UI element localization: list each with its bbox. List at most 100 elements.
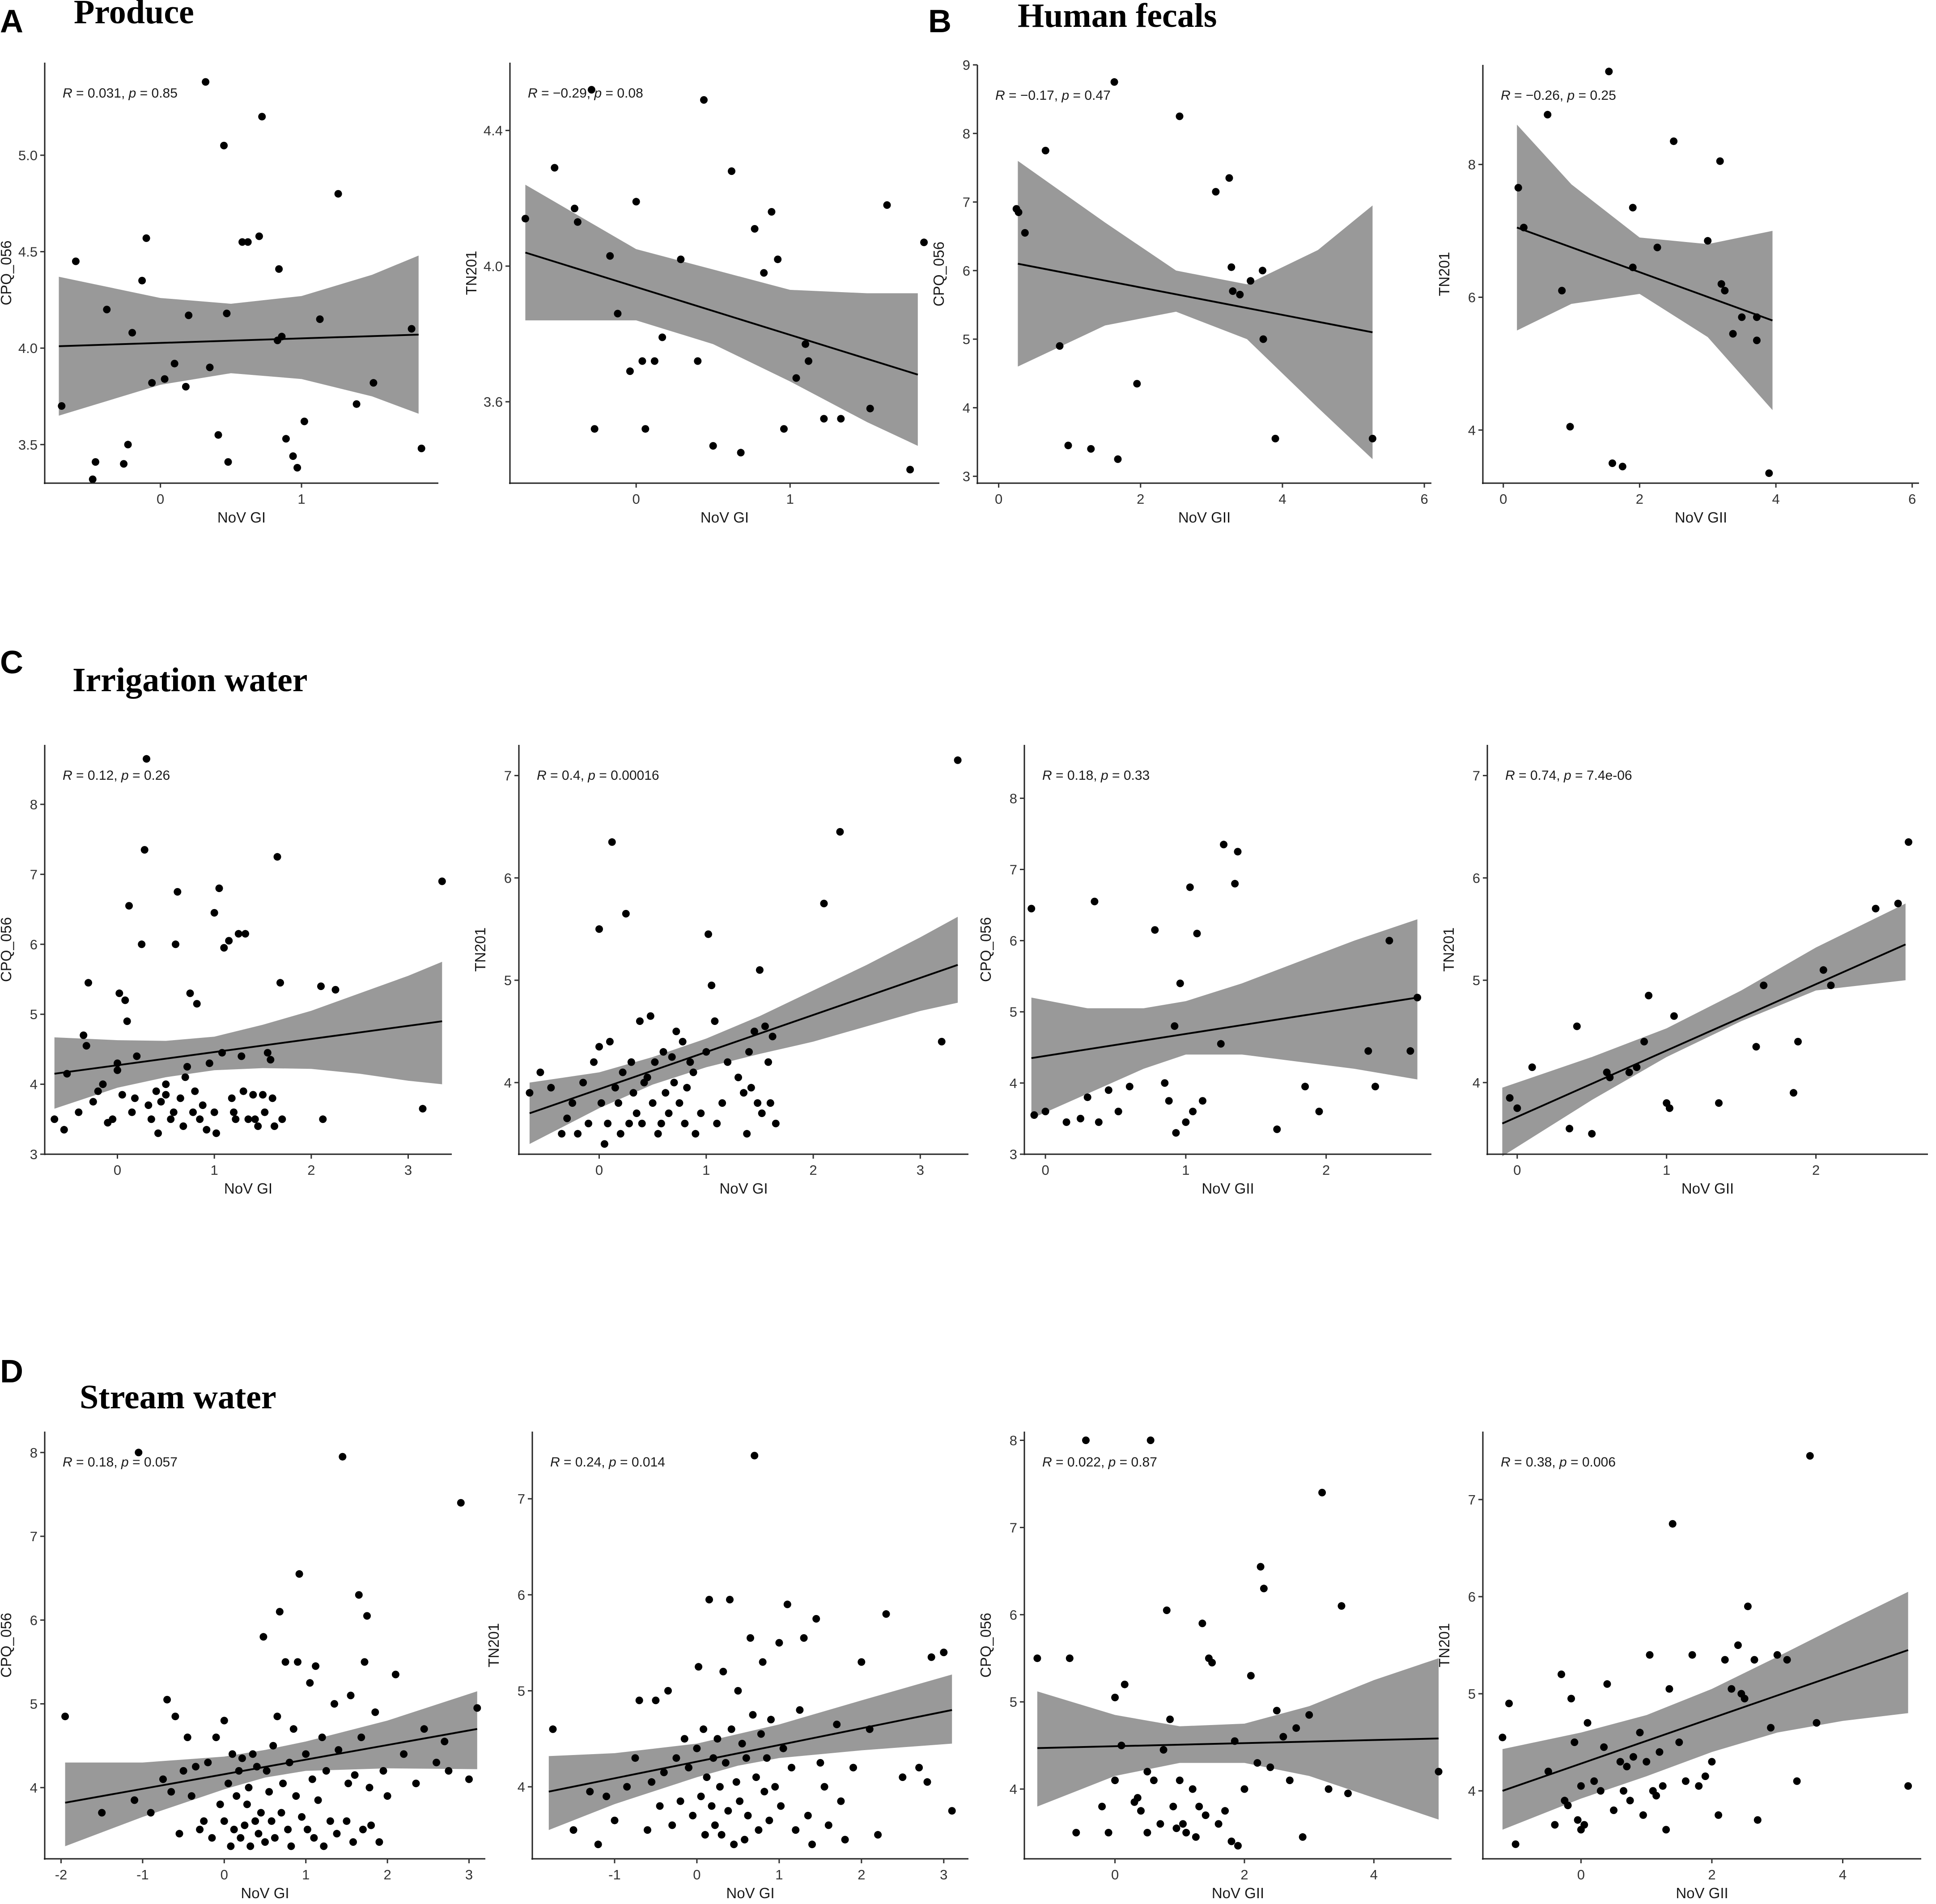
y-tick-label: 4 — [1010, 1781, 1017, 1797]
correlation-stat: R = 0.24, p = 0.014 — [550, 1455, 665, 1470]
data-point — [736, 1797, 744, 1805]
data-point — [767, 1716, 775, 1724]
data-point — [760, 269, 768, 277]
data-point — [631, 1754, 639, 1762]
stat-p-value: 0.26 — [144, 768, 170, 783]
y-axis-title: TN201 — [1440, 927, 1457, 972]
data-point — [1027, 905, 1036, 913]
data-point — [263, 1767, 271, 1775]
data-point — [326, 1817, 334, 1825]
data-point — [766, 1099, 774, 1107]
data-point — [1688, 1651, 1696, 1659]
data-point — [719, 1668, 727, 1675]
data-point — [800, 1634, 808, 1642]
data-point — [400, 1750, 408, 1758]
data-point — [263, 1049, 272, 1057]
data-point — [1506, 1094, 1514, 1102]
stat-label: = — [538, 86, 553, 101]
data-point — [716, 1783, 724, 1791]
data-point — [649, 1099, 657, 1107]
data-point — [196, 1826, 204, 1833]
x-tick-label: -1 — [608, 1867, 621, 1883]
correlation-stat: R = 0.12, p = 0.26 — [63, 768, 170, 783]
data-point — [779, 1744, 787, 1752]
x-tick-label: 4 — [1839, 1867, 1847, 1883]
data-point — [954, 756, 962, 764]
data-point — [668, 1821, 676, 1829]
data-point — [189, 1108, 197, 1116]
x-tick-label: -1 — [136, 1867, 149, 1883]
data-point — [273, 1713, 281, 1721]
data-point — [741, 1836, 749, 1844]
data-point — [1179, 1820, 1187, 1828]
data-point — [651, 1058, 659, 1066]
data-point — [61, 1713, 69, 1721]
y-tick-label: 3 — [30, 1147, 38, 1162]
data-point — [140, 846, 149, 854]
x-tick-label: 2 — [1708, 1867, 1715, 1883]
data-point — [143, 755, 150, 763]
data-point — [171, 1713, 179, 1721]
data-point — [1609, 459, 1616, 467]
stat-p-value: 0.47 — [1084, 88, 1110, 103]
data-point — [465, 1775, 473, 1783]
data-point — [689, 1068, 697, 1076]
x-tick-label: 0 — [1513, 1162, 1521, 1178]
x-tick-label: 2 — [809, 1162, 817, 1178]
data-point — [686, 1058, 694, 1066]
data-point — [1505, 1700, 1513, 1708]
data-point — [638, 1119, 646, 1127]
data-point — [1104, 1829, 1112, 1836]
stat-r-value: 0.38 — [1526, 1455, 1552, 1470]
stat-label: R — [1042, 768, 1052, 783]
y-tick-label: 3 — [1010, 1147, 1017, 1162]
data-point — [1741, 1695, 1749, 1703]
x-axis-title: NoV GII — [1202, 1180, 1254, 1197]
data-point — [128, 329, 136, 337]
data-point — [700, 96, 708, 104]
data-point — [199, 1101, 207, 1109]
y-tick-label: 5 — [1468, 1686, 1476, 1702]
data-point — [777, 1802, 785, 1810]
data-point — [816, 1759, 824, 1767]
data-point — [622, 910, 630, 918]
data-point — [1161, 1079, 1169, 1087]
data-point — [292, 1792, 300, 1800]
stat-label: = — [1571, 768, 1587, 783]
correlation-stat: R = 0.38, p = 0.006 — [1501, 1455, 1616, 1470]
data-point — [163, 1696, 171, 1704]
data-point — [51, 1115, 59, 1123]
x-axis-title: NoV GII — [1676, 1885, 1728, 1901]
y-tick-label: 6 — [518, 1587, 525, 1603]
data-point — [659, 1048, 667, 1056]
data-point — [1015, 208, 1023, 216]
x-tick-label: 1 — [702, 1162, 710, 1178]
data-point — [1121, 1680, 1129, 1688]
data-point — [147, 1115, 155, 1123]
data-point — [600, 1140, 608, 1148]
data-point — [1659, 1782, 1667, 1790]
data-point — [1299, 1833, 1307, 1841]
data-point — [586, 1788, 594, 1796]
data-point — [1292, 1724, 1300, 1732]
correlation-stat: R = −0.29, p = 0.08 — [528, 86, 643, 101]
data-point — [1574, 1816, 1582, 1824]
data-point — [1544, 1768, 1552, 1776]
data-point — [159, 1775, 167, 1783]
data-point — [1629, 264, 1637, 272]
data-point — [114, 1066, 121, 1074]
correlation-stat: R = 0.4, p = 0.00016 — [537, 768, 659, 783]
data-point — [255, 1830, 263, 1838]
data-point — [1385, 937, 1393, 945]
confidence-band — [54, 961, 442, 1109]
data-point — [1620, 1787, 1627, 1795]
stat-p-value: 0.25 — [1590, 88, 1616, 103]
data-point — [249, 1750, 257, 1758]
data-point — [1301, 1083, 1309, 1091]
data-point — [1247, 277, 1255, 285]
data-point — [237, 1834, 245, 1842]
data-point — [1716, 157, 1724, 165]
y-tick-label: 8 — [1010, 790, 1017, 806]
data-point — [694, 357, 702, 365]
data-point — [1681, 1777, 1690, 1785]
